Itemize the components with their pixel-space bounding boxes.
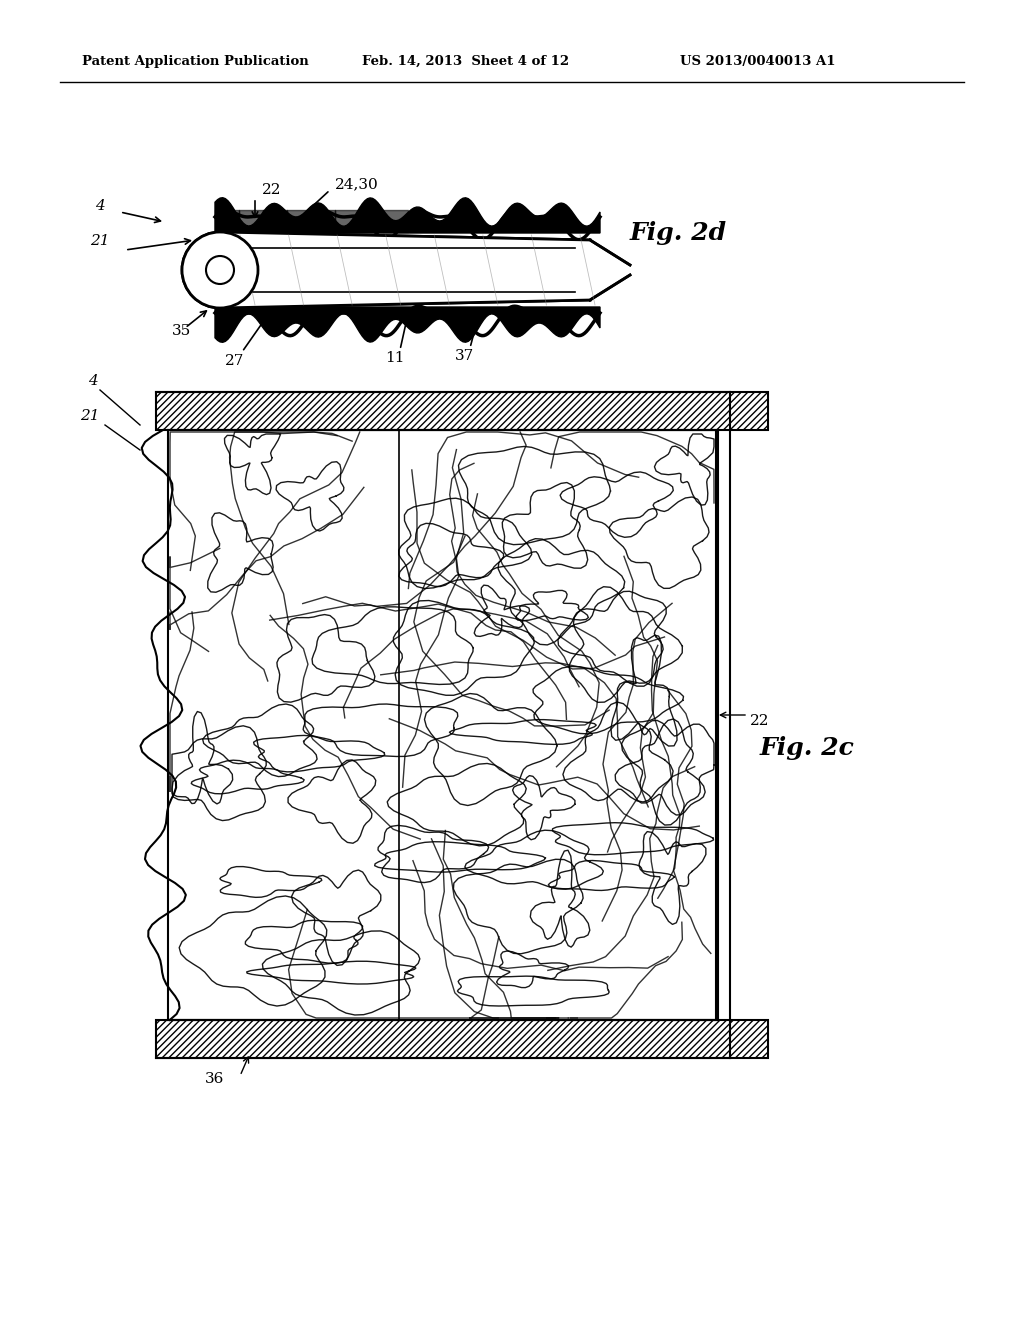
- Polygon shape: [220, 232, 590, 308]
- Text: 35: 35: [172, 323, 191, 338]
- Text: Fig. 2c: Fig. 2c: [760, 737, 855, 760]
- Polygon shape: [215, 198, 600, 234]
- Text: 4: 4: [88, 374, 97, 388]
- Polygon shape: [215, 308, 600, 342]
- Text: 37: 37: [455, 348, 474, 363]
- Circle shape: [182, 232, 258, 308]
- Text: 24,30: 24,30: [335, 177, 379, 191]
- Text: US 2013/0040013 A1: US 2013/0040013 A1: [680, 55, 836, 69]
- Text: 21: 21: [80, 409, 99, 422]
- Bar: [156, 1020, 768, 1059]
- Bar: [156, 392, 768, 430]
- Text: 4: 4: [95, 199, 104, 213]
- Text: 27: 27: [225, 354, 245, 368]
- Text: 22: 22: [262, 183, 282, 197]
- Text: 11: 11: [385, 351, 404, 366]
- Text: 22: 22: [750, 714, 769, 729]
- Text: Patent Application Publication: Patent Application Publication: [82, 55, 309, 69]
- Text: 36: 36: [205, 1072, 224, 1086]
- Text: Fig. 2d: Fig. 2d: [630, 220, 727, 246]
- Text: 21: 21: [90, 234, 110, 248]
- Text: Feb. 14, 2013  Sheet 4 of 12: Feb. 14, 2013 Sheet 4 of 12: [362, 55, 569, 69]
